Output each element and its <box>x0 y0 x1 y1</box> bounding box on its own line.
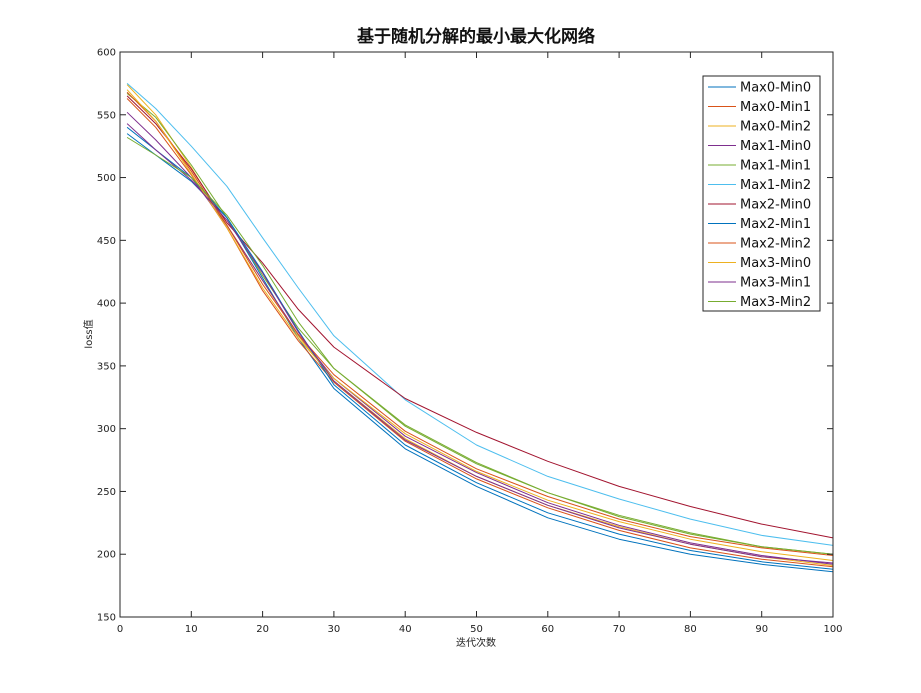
legend: Max0-Min0 Max0-Min1 Max0-Min2 Max1-Min0 Max1… <box>702 75 821 312</box>
y-tick-label: 450 <box>97 236 116 247</box>
x-tick-label: 40 <box>399 624 412 635</box>
y-tick-label: 300 <box>97 424 116 435</box>
y-axis-ticks: 150 200 250 300 350 400 450 500 550 600 <box>97 48 833 624</box>
y-tick-label: 550 <box>97 110 116 121</box>
legend-label: Max1-Min1 <box>740 159 811 174</box>
legend-label: Max3-Min0 <box>740 256 811 271</box>
x-tick-label: 60 <box>541 624 554 635</box>
x-tick-label: 100 <box>823 624 842 635</box>
legend-label: Max2-Min0 <box>740 198 811 213</box>
y-tick-label: 150 <box>97 613 116 624</box>
legend-label: Max1-Min0 <box>740 139 811 154</box>
y-tick-label: 500 <box>97 173 116 184</box>
legend-label: Max0-Min2 <box>740 120 811 135</box>
series-line-max3-min0 <box>126 89 834 561</box>
x-tick-label: 80 <box>684 624 697 635</box>
x-tick-label: 90 <box>755 624 768 635</box>
series-line-max1-min1 <box>126 93 834 555</box>
y-tick-label: 600 <box>97 48 116 59</box>
y-tick-label: 250 <box>97 487 116 498</box>
series-line-max3-min2 <box>126 136 834 555</box>
x-axis-label: 迭代次数 <box>456 636 496 649</box>
y-tick-label: 350 <box>97 361 116 372</box>
x-tick-label: 20 <box>256 624 269 635</box>
y-tick-label: 200 <box>97 550 116 561</box>
legend-label: Max1-Min2 <box>740 178 811 193</box>
legend-label: Max0-Min1 <box>740 100 811 115</box>
legend-box <box>702 75 821 312</box>
series-line-max2-min0 <box>126 95 834 539</box>
x-tick-label: 30 <box>328 624 341 635</box>
x-tick-label: 10 <box>185 624 198 635</box>
series-line-max1-min0 <box>126 111 834 565</box>
series-line-max2-min2 <box>126 91 834 556</box>
legend-label: Max3-Min1 <box>740 276 811 291</box>
legend-label: Max2-Min2 <box>740 237 811 252</box>
legend-label: Max3-Min2 <box>740 295 811 310</box>
y-axis-label: loss值 <box>82 319 95 348</box>
legend-label: Max0-Min0 <box>740 81 811 96</box>
series-layer <box>126 83 834 573</box>
x-tick-label: 70 <box>613 624 626 635</box>
legend-label: Max2-Min1 <box>740 217 811 232</box>
series-line-max3-min1 <box>126 123 834 564</box>
series-line-max1-min2 <box>126 83 834 546</box>
x-tick-label: 0 <box>117 624 123 635</box>
x-tick-label: 50 <box>470 624 483 635</box>
x-axis-ticks: 0 10 20 30 40 50 60 70 80 90 100 <box>117 52 843 635</box>
y-tick-label: 400 <box>97 299 116 310</box>
chart-title: 基于随机分解的最小最大化网络 <box>356 26 595 47</box>
